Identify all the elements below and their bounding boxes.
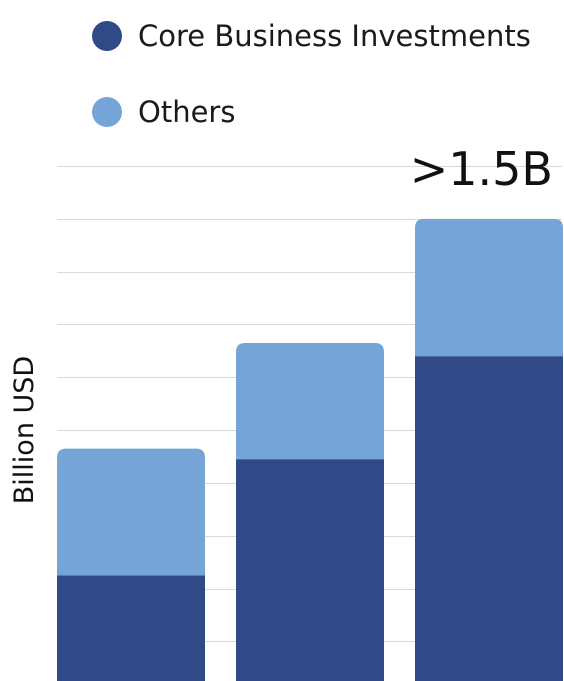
legend: Core Business Investments Others [92, 19, 531, 129]
legend-label-others: Others [138, 95, 235, 129]
bar-segment-others-2 [236, 342, 384, 460]
bar-segment-others-3 [415, 218, 563, 357]
legend-item-others: Others [92, 95, 235, 129]
bars [57, 218, 563, 681]
legend-item-core: Core Business Investments [92, 19, 531, 53]
bar-annotation: >1.5B [410, 142, 553, 196]
bar-segment-others-1 [57, 448, 205, 576]
legend-swatch-others [92, 97, 122, 127]
bar-segment-core-2 [236, 459, 384, 681]
y-axis-label: Billion USD [9, 356, 40, 504]
legend-swatch-core [92, 21, 122, 51]
bar-segment-core-3 [415, 356, 563, 681]
bar-segment-core-1 [57, 575, 205, 681]
legend-label-core: Core Business Investments [138, 19, 531, 53]
